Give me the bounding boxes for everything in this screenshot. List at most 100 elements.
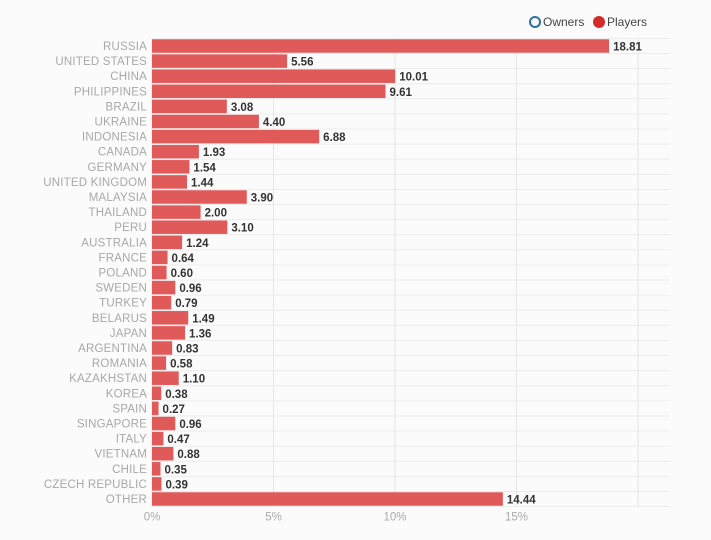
value-label: 1.93 bbox=[203, 147, 225, 159]
value-label: 3.10 bbox=[231, 223, 253, 235]
bar[interactable] bbox=[152, 190, 247, 204]
bar[interactable] bbox=[152, 341, 173, 355]
category-label: JAPAN bbox=[110, 328, 147, 340]
bar[interactable] bbox=[152, 265, 167, 280]
bar[interactable] bbox=[152, 311, 189, 325]
category-label: RUSSIA bbox=[103, 41, 147, 53]
bar[interactable] bbox=[152, 39, 610, 53]
bar[interactable] bbox=[152, 114, 259, 129]
value-label: 0.60 bbox=[171, 268, 193, 280]
category-label: UNITED KINGDOM bbox=[43, 177, 147, 189]
category-label: SWEDEN bbox=[95, 283, 147, 295]
category-label: UNITED STATES bbox=[55, 56, 147, 68]
value-label: 1.10 bbox=[183, 374, 205, 386]
bar[interactable] bbox=[152, 401, 159, 416]
value-label: 0.64 bbox=[172, 253, 195, 265]
value-label: 18.81 bbox=[613, 42, 642, 54]
category-label: ROMANIA bbox=[92, 358, 147, 370]
value-label: 0.83 bbox=[176, 344, 198, 356]
value-label: 3.08 bbox=[231, 102, 254, 114]
bar[interactable] bbox=[152, 160, 190, 174]
bar[interactable] bbox=[152, 99, 227, 114]
bar[interactable] bbox=[152, 220, 228, 234]
value-label: 0.88 bbox=[177, 449, 200, 461]
bar[interactable] bbox=[152, 205, 201, 219]
legend-owners[interactable]: Owners bbox=[543, 15, 584, 29]
category-label: BRAZIL bbox=[106, 101, 148, 113]
x-tick-label: 5% bbox=[265, 512, 282, 524]
bar[interactable] bbox=[152, 175, 187, 189]
value-label: 5.56 bbox=[291, 57, 313, 69]
category-label: POLAND bbox=[99, 268, 148, 280]
bar[interactable] bbox=[152, 280, 176, 295]
bar[interactable] bbox=[152, 295, 172, 310]
value-label: 1.54 bbox=[193, 162, 216, 174]
bar[interactable] bbox=[152, 356, 167, 370]
category-label: KAZAKHSTAN bbox=[69, 373, 147, 385]
bar[interactable] bbox=[152, 462, 161, 476]
value-label: 0.27 bbox=[163, 404, 185, 416]
bar[interactable] bbox=[152, 371, 179, 385]
category-label: CZECH REPUBLIC bbox=[44, 479, 147, 491]
category-label: BELARUS bbox=[92, 313, 147, 325]
players-legend-icon[interactable] bbox=[593, 16, 605, 28]
x-axis-ticks: 0% 5% 10% 15% bbox=[144, 512, 528, 524]
grid bbox=[151, 37, 670, 508]
value-label: 0.96 bbox=[179, 419, 201, 431]
category-label: SINGAPORE bbox=[77, 419, 147, 431]
category-label: CANADA bbox=[98, 147, 147, 159]
value-label: 9.61 bbox=[390, 87, 413, 99]
legend[interactable]: Owners Players bbox=[529, 15, 647, 29]
legend-players[interactable]: Players bbox=[607, 15, 647, 29]
value-label: 1.24 bbox=[186, 238, 209, 250]
bar[interactable] bbox=[152, 416, 176, 431]
x-tick-label: 0% bbox=[144, 512, 161, 524]
category-label: AUSTRALIA bbox=[81, 237, 147, 249]
bar[interactable] bbox=[152, 54, 288, 68]
category-label: THAILAND bbox=[89, 207, 147, 219]
value-labels: 18.81 5.56 10.01 9.61 3.08 4.40 6.88 1.93 1.54 1.… bbox=[163, 42, 643, 507]
bar[interactable] bbox=[152, 326, 186, 340]
category-label: OTHER bbox=[106, 494, 147, 506]
category-label: SPAIN bbox=[112, 403, 147, 415]
bar[interactable] bbox=[152, 431, 164, 446]
bar[interactable] bbox=[152, 144, 199, 159]
bar[interactable] bbox=[152, 477, 162, 491]
category-label: KOREA bbox=[106, 388, 147, 400]
bar[interactable] bbox=[152, 250, 168, 265]
value-label: 6.88 bbox=[323, 132, 346, 144]
category-label: VIETNAM bbox=[94, 449, 147, 461]
bar[interactable] bbox=[152, 84, 386, 99]
category-label: PHILIPPINES bbox=[74, 86, 147, 98]
value-label: 0.39 bbox=[165, 479, 187, 491]
value-label: 0.47 bbox=[167, 434, 189, 446]
category-labels: RUSSIA UNITED STATES CHINA PHILIPPINES BRAZI… bbox=[43, 41, 147, 506]
value-label: 0.96 bbox=[179, 283, 201, 295]
bar[interactable] bbox=[152, 69, 396, 83]
bar[interactable] bbox=[152, 386, 162, 401]
value-label: 2.00 bbox=[205, 208, 227, 220]
value-label: 10.01 bbox=[399, 72, 428, 84]
value-label: 3.90 bbox=[251, 193, 273, 205]
category-label: FRANCE bbox=[99, 252, 148, 264]
value-label: 1.36 bbox=[189, 328, 211, 340]
category-label: ITALY bbox=[116, 434, 147, 446]
category-label: UKRAINE bbox=[94, 117, 147, 129]
bars bbox=[152, 39, 610, 506]
bar[interactable] bbox=[152, 235, 183, 250]
owners-legend-icon[interactable] bbox=[529, 16, 541, 28]
bar[interactable] bbox=[152, 446, 174, 461]
category-label: CHINA bbox=[110, 71, 147, 83]
value-label: 14.44 bbox=[507, 495, 536, 507]
category-label: GERMANY bbox=[87, 162, 147, 174]
value-label: 0.35 bbox=[165, 464, 188, 476]
category-label: TURKEY bbox=[99, 298, 147, 310]
x-tick-label: 10% bbox=[383, 512, 406, 524]
bar[interactable] bbox=[152, 492, 503, 506]
value-label: 1.44 bbox=[191, 177, 214, 189]
bar[interactable] bbox=[152, 129, 320, 144]
x-tick-label: 15% bbox=[505, 512, 528, 524]
value-label: 0.58 bbox=[170, 359, 193, 371]
category-label: CHILE bbox=[112, 464, 147, 476]
